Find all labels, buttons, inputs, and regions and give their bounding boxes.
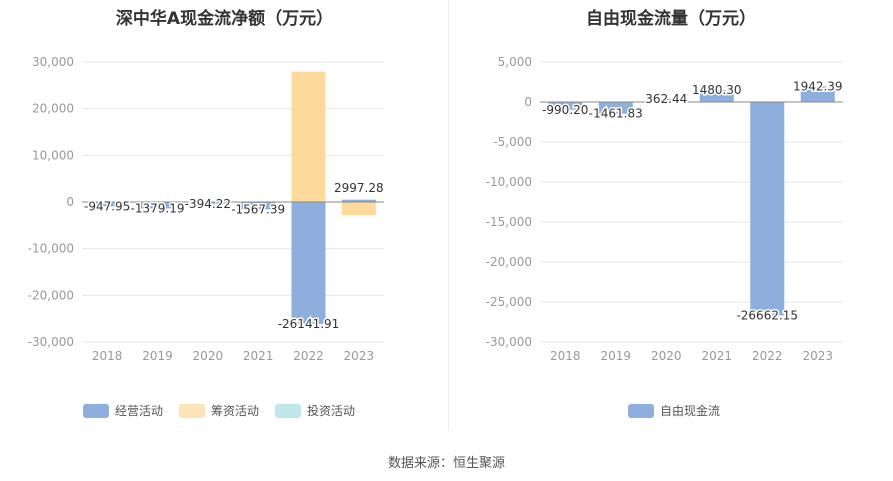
x-tick-label: 2023: [802, 349, 833, 363]
bar-1-0-2019: [598, 102, 633, 114]
legend-label-free-cash-flow: 自由现金流: [660, 404, 721, 418]
data-source-note: 数据来源：恒生聚源: [387, 456, 505, 471]
x-tick-label: 2019: [142, 349, 173, 363]
legend-swatch-operating: [83, 403, 109, 418]
x-tick-label: 2019: [600, 349, 631, 363]
x-tick-label: 2020: [651, 349, 682, 363]
y-tick-label: 5,000: [498, 55, 532, 69]
bar-1-0-2018: [548, 102, 583, 110]
charts-canvas: 30,000 20,000 10,000 0 -10,000 -20,000 -30,000…: [28, 55, 844, 363]
left-legend: 经营活动 筹资活动 投资活动: [83, 402, 371, 419]
x-tick-label: 2022: [293, 349, 324, 363]
legend-swatch-financing: [179, 403, 206, 418]
data-label-0-2023: 2997.28: [334, 181, 384, 195]
bar-0-1-2023: [341, 202, 376, 216]
y-tick-label: -20,000: [486, 255, 532, 269]
data-label-0-2021: -1567.39: [231, 202, 285, 216]
y-tick-label: -10,000: [486, 175, 532, 189]
y-tick-label: 0: [66, 195, 74, 209]
x-tick-label: 2020: [193, 349, 224, 363]
bar-0-0-2023: [341, 199, 376, 202]
legend-label-operating: 经营活动: [115, 404, 164, 418]
y-tick-label: -25,000: [486, 295, 532, 309]
y-tick-label: -5,000: [493, 135, 532, 149]
bar-1-0-2023: [800, 86, 835, 102]
data-label-1-2018: -990.20: [542, 103, 588, 117]
data-label-0-2022: -26141.91: [278, 317, 340, 331]
legend-swatch-free-cash-flow: [628, 403, 654, 418]
data-label-1-2019: -1461.83: [589, 107, 643, 121]
data-label-1-2022: -26662.15: [736, 308, 798, 322]
left-chart-title: 深中华A现金流净额（万元）: [115, 9, 334, 29]
y-tick-label: 0: [524, 95, 532, 109]
x-tick-label: 2018: [92, 349, 123, 363]
legend-item-free-cash-flow[interactable]: 自由现金流: [628, 402, 720, 419]
bar-1-0-2020: [649, 99, 684, 102]
y-tick-label: -15,000: [486, 215, 532, 229]
data-label-0-2019: -1379.19: [131, 201, 185, 215]
y-tick-label: -10,000: [28, 242, 74, 256]
y-tick-label: 10,000: [32, 148, 74, 162]
bar-0-0-2022: [291, 202, 326, 324]
panel-divider: [448, 0, 449, 430]
bar-0-1-2022: [291, 71, 326, 202]
data-label-0-2020: -394.22: [185, 197, 231, 211]
data-label-1-2020: 362.44: [645, 92, 687, 106]
data-label-1-2023: 1942.39: [793, 79, 843, 93]
legend-item-operating[interactable]: 经营活动: [83, 402, 163, 419]
y-tick-label: -20,000: [28, 288, 74, 302]
legend-label-financing: 筹资活动: [211, 404, 260, 418]
bar-0-0-2020: [190, 202, 225, 204]
legend-item-investing[interactable]: 投资活动: [275, 402, 355, 419]
y-tick-label: -30,000: [486, 335, 532, 349]
bar-1-0-2022: [750, 102, 785, 316]
x-tick-label: 2023: [344, 349, 375, 363]
y-tick-label: -30,000: [28, 335, 74, 349]
legend-swatch-investing: [275, 403, 302, 418]
x-tick-label: 2022: [752, 349, 783, 363]
legend-label-investing: 投资活动: [307, 404, 356, 418]
data-label-0-2018: -947.95: [84, 199, 130, 213]
bar-1-0-2021: [699, 90, 734, 102]
x-tick-label: 2021: [243, 349, 274, 363]
x-tick-label: 2018: [550, 349, 581, 363]
legend-item-financing[interactable]: 筹资活动: [179, 402, 259, 419]
bar-0-0-2019: [140, 202, 175, 209]
y-tick-label: 30,000: [32, 55, 74, 69]
bar-0-0-2018: [90, 202, 125, 207]
right-chart-title: 自由现金流量（万元）: [586, 9, 756, 29]
x-tick-label: 2021: [701, 349, 732, 363]
y-tick-label: 20,000: [32, 102, 74, 116]
bar-0-0-2021: [241, 202, 276, 210]
right-legend: 自由现金流: [628, 402, 736, 419]
data-label-1-2021: 1480.30: [692, 83, 742, 97]
